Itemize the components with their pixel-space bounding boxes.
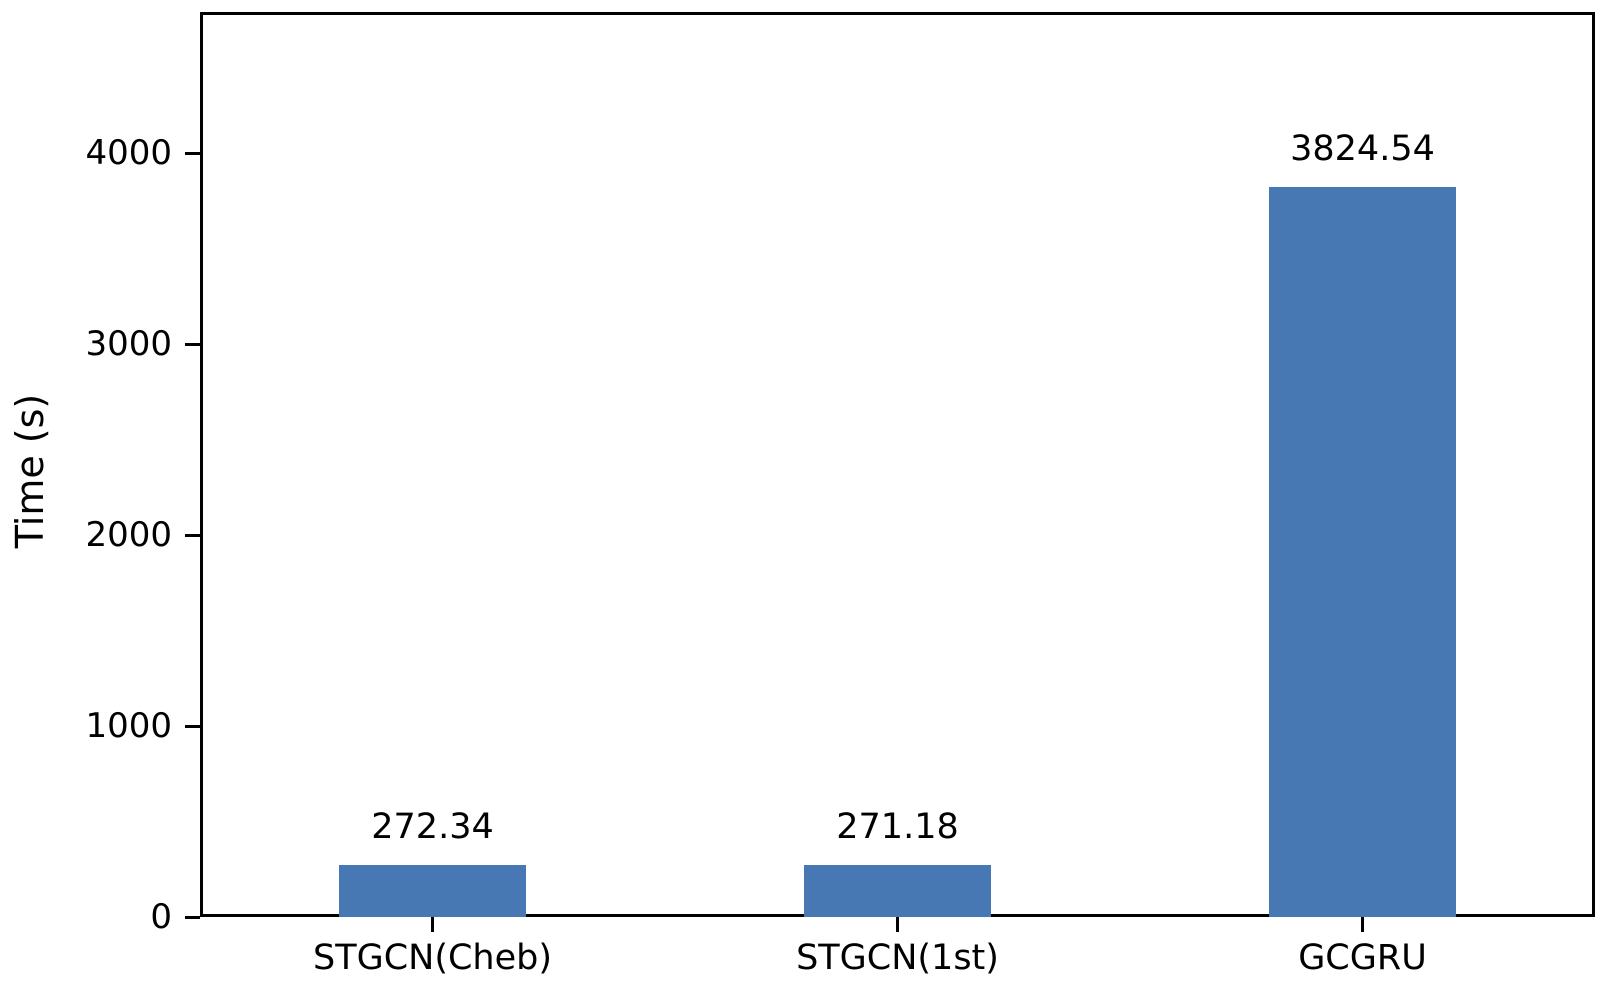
bar-value-label: 271.18 <box>836 807 959 848</box>
y-tick <box>185 915 200 919</box>
y-tick-label: 0 <box>150 897 172 937</box>
y-tick-label: 3000 <box>85 324 172 365</box>
y-tick <box>185 724 200 728</box>
bar <box>1269 186 1456 917</box>
x-tick <box>1361 917 1364 932</box>
y-tick <box>185 151 200 155</box>
y-tick <box>185 342 200 346</box>
bar <box>339 865 526 917</box>
x-tick <box>431 917 434 932</box>
bar-value-label: 272.34 <box>371 807 494 847</box>
y-tick-label: 2000 <box>85 515 172 556</box>
y-tick <box>185 533 200 537</box>
y-tick-label: 1000 <box>85 706 172 747</box>
x-tick-label: GCGRU <box>1298 938 1427 978</box>
y-tick-label: 4000 <box>85 133 172 174</box>
x-tick-label: STGCN(Cheb) <box>312 938 553 978</box>
bar <box>804 865 991 917</box>
x-tick-label: STGCN(1st) <box>796 938 999 978</box>
x-tick <box>896 917 899 932</box>
bar-value-label: 3824.54 <box>1290 128 1435 169</box>
